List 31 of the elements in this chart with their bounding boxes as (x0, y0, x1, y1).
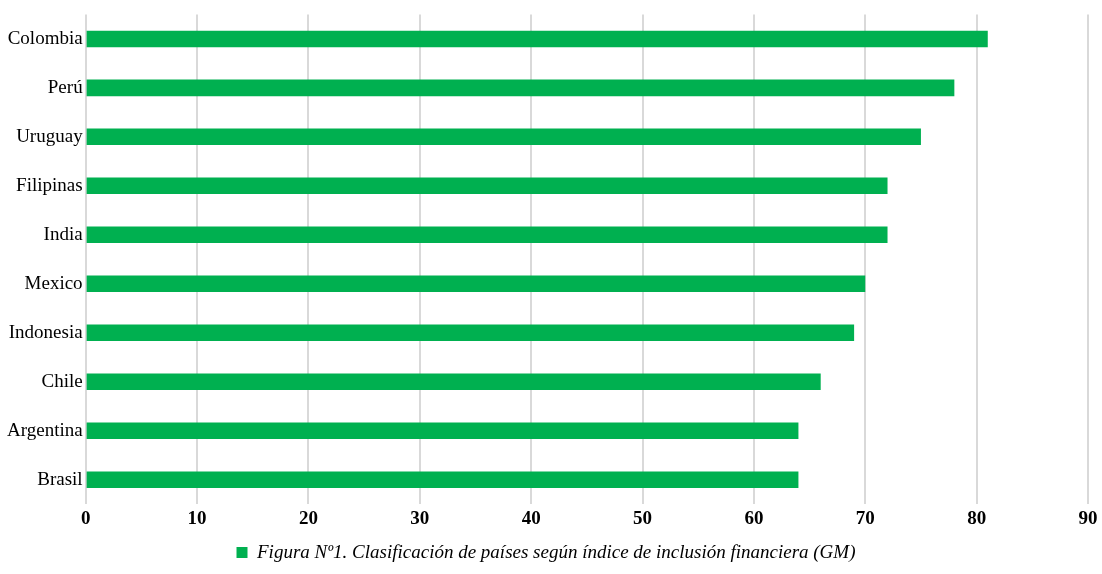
y-tick-label: Filipinas (16, 173, 83, 195)
x-tick-label: 40 (521, 506, 541, 528)
bar (86, 128, 921, 146)
x-tick-label: 20 (298, 506, 318, 528)
bar (86, 324, 855, 342)
x-tick-label: 80 (967, 506, 987, 528)
x-tick-label: 10 (187, 506, 207, 528)
y-tick-label: Perú (47, 75, 84, 97)
bar (86, 30, 988, 48)
y-tick-label: India (43, 222, 84, 244)
bar (86, 373, 821, 391)
bar (86, 471, 799, 488)
legend-label: Figura Nº1. Clasificación de países según índice de inclusión financiera (GM) (256, 540, 856, 563)
x-tick-label: 70 (855, 506, 875, 528)
y-tick-label: Argentina (6, 418, 84, 440)
bar (86, 275, 866, 293)
y-tick-label: Chile (41, 369, 83, 391)
bar (86, 226, 888, 244)
bar (86, 422, 799, 439)
y-tick-label: Mexico (24, 271, 83, 293)
x-tick-label: 50 (633, 506, 652, 528)
x-tick-label: 0 (80, 506, 91, 528)
x-tick-label: 90 (1078, 506, 1098, 528)
y-tick-label: Uruguay (16, 124, 84, 146)
x-tick-label: 30 (410, 506, 430, 528)
bar (86, 79, 955, 97)
y-tick-label: Indonesia (8, 320, 84, 342)
y-tick-label: Colombia (7, 26, 84, 48)
bar (86, 177, 888, 195)
x-tick-label: 60 (744, 506, 764, 528)
y-tick-label: Brasil (37, 467, 83, 489)
